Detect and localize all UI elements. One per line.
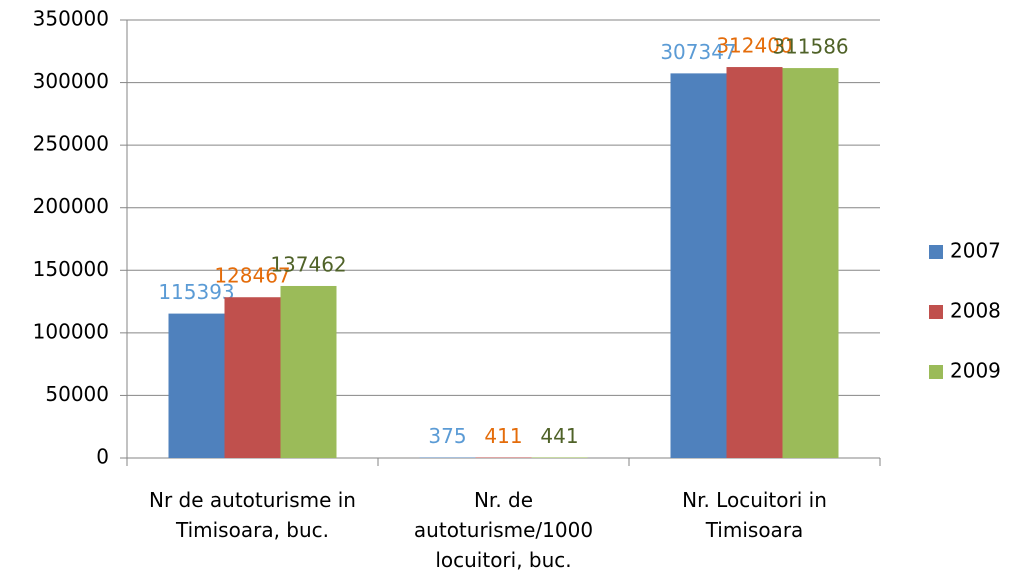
bar (782, 68, 839, 458)
y-tick-label: 100000 (33, 319, 109, 343)
bar (670, 73, 727, 458)
bar (280, 285, 337, 458)
bar (475, 457, 532, 458)
x-tick-label: Nr. de autoturisme/1000 locuitori, buc. (413, 488, 594, 572)
legend-label: 2007 (950, 239, 1001, 263)
data-label: 307347 (660, 40, 736, 64)
y-tick-label: 300000 (33, 69, 109, 93)
legend-label: 2009 (950, 359, 1001, 383)
y-tick-label: 350000 (33, 7, 109, 31)
data-label: 137462 (270, 252, 346, 276)
data-label: 312400 (716, 34, 792, 58)
legend-swatch (929, 245, 943, 259)
data-label: 411 (484, 424, 522, 448)
legend-label: 2008 (950, 299, 1001, 323)
data-label: 441 (540, 424, 578, 448)
data-label: 128467 (214, 264, 290, 288)
y-tick-label: 150000 (33, 257, 109, 281)
data-label: 115393 (158, 280, 234, 304)
y-tick-label: 200000 (33, 194, 109, 218)
bar (531, 457, 588, 458)
data-label: 311586 (772, 35, 848, 59)
data-label: 375 (428, 424, 466, 448)
legend-swatch (929, 365, 943, 379)
x-tick-label: Nr. Locuitori in Timisoara (682, 488, 827, 542)
x-tick-label: Nr de autoturisme in Timisoara, buc. (148, 488, 356, 542)
bar (726, 67, 783, 458)
bar (168, 313, 225, 458)
y-tick-label: 50000 (45, 382, 109, 406)
y-tick-label: 0 (96, 445, 109, 469)
y-tick-label: 250000 (33, 132, 109, 156)
legend-swatch (929, 305, 943, 319)
bar (224, 297, 281, 458)
